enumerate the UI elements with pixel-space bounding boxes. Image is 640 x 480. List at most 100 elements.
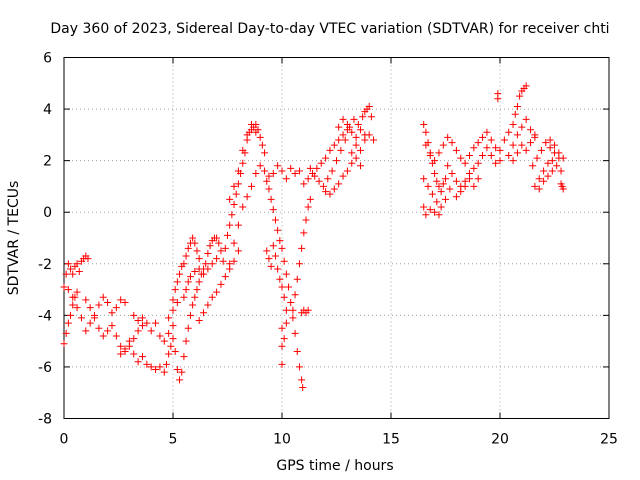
data-point xyxy=(465,175,473,183)
data-point xyxy=(117,350,125,358)
data-point xyxy=(370,136,378,144)
data-point xyxy=(420,175,428,183)
data-point xyxy=(522,146,530,154)
data-point xyxy=(518,123,526,131)
data-point xyxy=(470,182,478,190)
data-point xyxy=(337,146,345,154)
data-point xyxy=(252,128,260,136)
data-point xyxy=(184,324,192,332)
data-point xyxy=(511,110,519,118)
data-points xyxy=(60,82,567,392)
data-point xyxy=(86,319,94,327)
data-point xyxy=(204,265,212,273)
data-point xyxy=(243,131,251,139)
x-tick-label: 0 xyxy=(60,432,69,448)
data-point xyxy=(328,167,336,175)
data-point xyxy=(558,182,566,190)
data-point xyxy=(165,314,173,322)
data-point xyxy=(217,247,225,255)
data-point xyxy=(204,249,212,257)
data-point xyxy=(143,319,151,327)
data-point xyxy=(306,195,314,203)
y-tick-label: -4 xyxy=(38,308,52,324)
data-point xyxy=(195,317,203,325)
data-point xyxy=(104,298,112,306)
data-point xyxy=(178,368,186,376)
data-point xyxy=(215,239,223,247)
data-point xyxy=(156,332,164,340)
data-point xyxy=(247,121,255,129)
data-point xyxy=(516,92,524,100)
data-point xyxy=(298,244,306,252)
data-point xyxy=(130,350,138,358)
data-point xyxy=(234,167,242,175)
data-point xyxy=(193,286,201,294)
data-point xyxy=(431,208,439,216)
data-point xyxy=(354,121,362,129)
data-point xyxy=(95,324,103,332)
data-point xyxy=(494,95,502,103)
data-point xyxy=(152,366,160,374)
data-point xyxy=(299,384,307,392)
data-point xyxy=(274,265,282,273)
data-point xyxy=(182,337,190,345)
data-point xyxy=(291,291,299,299)
data-point xyxy=(535,185,543,193)
data-point xyxy=(422,211,430,219)
data-point xyxy=(367,113,375,121)
data-point xyxy=(546,144,554,152)
data-point xyxy=(269,206,277,214)
data-point xyxy=(267,195,275,203)
data-point xyxy=(130,311,138,319)
data-point xyxy=(134,358,142,366)
y-tick-label: -2 xyxy=(38,257,52,273)
data-point xyxy=(274,226,282,234)
data-point xyxy=(271,252,279,260)
data-point xyxy=(258,141,266,149)
data-point xyxy=(62,329,70,337)
data-point xyxy=(64,319,72,327)
data-point xyxy=(169,322,177,330)
data-point xyxy=(527,139,535,147)
data-point xyxy=(73,288,81,296)
data-point xyxy=(522,115,530,123)
data-point xyxy=(276,275,284,283)
data-point xyxy=(208,293,216,301)
data-point xyxy=(479,151,487,159)
data-point xyxy=(280,257,288,265)
data-point xyxy=(186,311,194,319)
data-point xyxy=(452,193,460,201)
data-point xyxy=(335,136,343,144)
data-point xyxy=(326,190,334,198)
data-point xyxy=(474,175,482,183)
data-point xyxy=(361,136,369,144)
data-point xyxy=(326,146,334,154)
data-point xyxy=(492,144,500,152)
data-point xyxy=(335,123,343,131)
data-point xyxy=(176,376,184,384)
data-point xyxy=(513,102,521,110)
data-point xyxy=(269,242,277,250)
data-point xyxy=(302,216,310,224)
data-point xyxy=(540,167,548,175)
data-point xyxy=(457,154,465,162)
data-point xyxy=(509,157,517,165)
data-point xyxy=(82,296,90,304)
data-point xyxy=(186,273,194,281)
data-point xyxy=(86,304,94,312)
data-point xyxy=(448,139,456,147)
data-point xyxy=(518,141,526,149)
data-point xyxy=(542,139,550,147)
data-point xyxy=(300,229,308,237)
data-point xyxy=(99,332,107,340)
data-point xyxy=(492,159,500,167)
data-point xyxy=(483,144,491,152)
data-point xyxy=(278,167,286,175)
plot-frame xyxy=(63,57,610,419)
data-point xyxy=(173,298,181,306)
x-tick-label: 25 xyxy=(600,432,618,448)
data-point xyxy=(69,301,77,309)
data-point xyxy=(243,193,251,201)
data-point xyxy=(204,301,212,309)
data-point xyxy=(261,149,269,157)
